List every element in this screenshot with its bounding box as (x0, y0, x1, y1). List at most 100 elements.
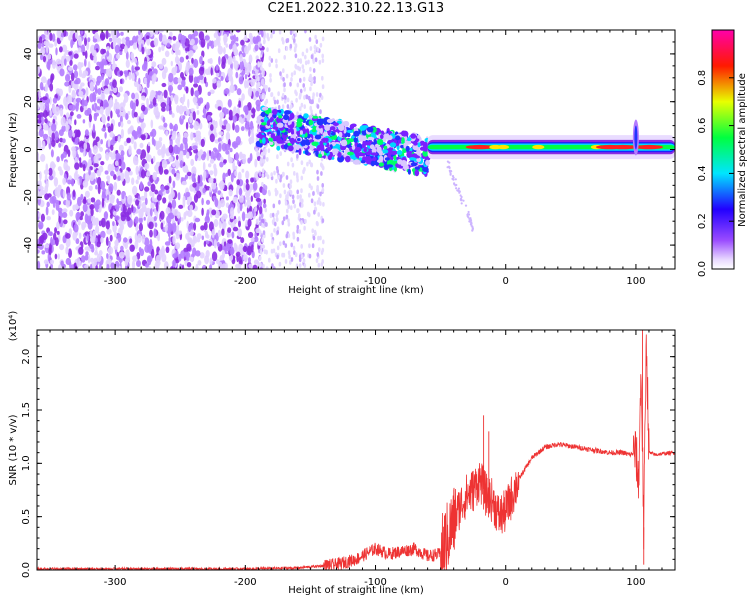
noise-speck (299, 78, 302, 83)
noise-speck (259, 262, 262, 268)
noise-speck (310, 81, 313, 87)
noise-speck (105, 236, 109, 246)
signal-speck (277, 109, 282, 113)
noise-speck (77, 129, 81, 138)
noise-speck (46, 201, 50, 208)
noise-speck (106, 46, 110, 51)
noise-speck (88, 113, 92, 123)
noise-speck (77, 61, 82, 70)
noise-speck (296, 194, 300, 200)
noise-speck (158, 137, 163, 142)
noise-speck (270, 248, 274, 254)
noise-speck (116, 170, 121, 176)
noise-speck (119, 86, 123, 93)
noise-speck (216, 80, 222, 88)
x-tick-label: -300 (104, 577, 127, 588)
noise-speck (277, 91, 280, 97)
noise-speck (136, 260, 141, 267)
noise-speck (164, 50, 170, 58)
signal-speck (337, 151, 342, 158)
noise-speck (221, 124, 227, 130)
noise-speck (248, 130, 251, 137)
signal-speck (283, 144, 289, 150)
signal-speck (283, 114, 290, 121)
noise-speck (203, 221, 208, 231)
noise-speck (176, 224, 180, 232)
noise-speck (221, 249, 226, 259)
noise-speck (151, 94, 154, 100)
noise-speck (38, 89, 41, 99)
noise-speck (46, 216, 51, 221)
noise-speck (54, 131, 59, 141)
noise-speck (242, 52, 246, 58)
noise-speck (200, 38, 206, 48)
noise-speck (106, 263, 110, 269)
noise-speck (56, 230, 60, 235)
signal-speck (291, 121, 295, 128)
noise-speck (239, 202, 243, 212)
noise-speck (153, 139, 156, 147)
noise-speck (265, 85, 268, 90)
signal-speck (367, 136, 375, 141)
noise-speck (281, 37, 284, 42)
noise-speck (104, 170, 109, 175)
signal-speck (389, 142, 397, 148)
noise-speck (260, 65, 263, 71)
signal-speck (414, 155, 420, 159)
noise-speck (45, 41, 50, 46)
noise-speck (223, 30, 229, 33)
noise-speck (299, 202, 302, 207)
noise-speck (161, 106, 166, 112)
noise-speck (272, 248, 276, 254)
noise-speck (308, 98, 312, 104)
noise-speck (137, 36, 142, 46)
noise-speck (229, 147, 233, 153)
signal-speck (405, 145, 410, 152)
noise-speck (150, 119, 154, 129)
noise-speck (126, 138, 131, 144)
noise-speck (51, 123, 57, 132)
noise-speck (119, 51, 123, 56)
noise-speck (227, 99, 232, 108)
noise-speck (207, 91, 211, 97)
noise-speck (99, 31, 106, 41)
noise-speck (221, 228, 225, 236)
signal-speck (314, 134, 322, 140)
signal-speck (260, 111, 266, 117)
noise-speck (107, 177, 110, 185)
noise-speck (282, 252, 286, 258)
noise-speck (314, 34, 317, 40)
signal-speck (382, 137, 387, 143)
noise-speck (276, 254, 279, 260)
noise-speck (203, 170, 207, 179)
noise-speck (168, 236, 171, 244)
noise-speck (44, 193, 50, 201)
noise-speck (215, 64, 219, 71)
noise-speck (239, 54, 243, 63)
signal-speck (338, 131, 343, 138)
signal-speck (327, 130, 331, 136)
noise-speck (210, 124, 214, 131)
noise-speck (302, 76, 306, 82)
noise-speck (84, 109, 90, 116)
noise-speck (192, 182, 197, 188)
noise-speck (244, 74, 248, 80)
noise-speck (135, 199, 140, 206)
noise-speck (140, 195, 146, 201)
noise-speck (292, 245, 296, 251)
noise-speck (73, 80, 79, 85)
noise-speck (132, 42, 138, 50)
noise-speck (209, 133, 215, 143)
noise-speck (279, 151, 283, 157)
noise-speck (286, 104, 290, 109)
noise-speck (112, 79, 117, 88)
signal-speck (353, 159, 361, 165)
noise-speck (220, 192, 224, 198)
noise-speck (135, 179, 139, 185)
noise-speck (321, 58, 325, 63)
noise-speck (100, 230, 106, 239)
noise-speck (51, 132, 55, 142)
noise-speck (108, 37, 113, 42)
signal-speck (458, 190, 461, 193)
noise-speck (93, 258, 97, 267)
